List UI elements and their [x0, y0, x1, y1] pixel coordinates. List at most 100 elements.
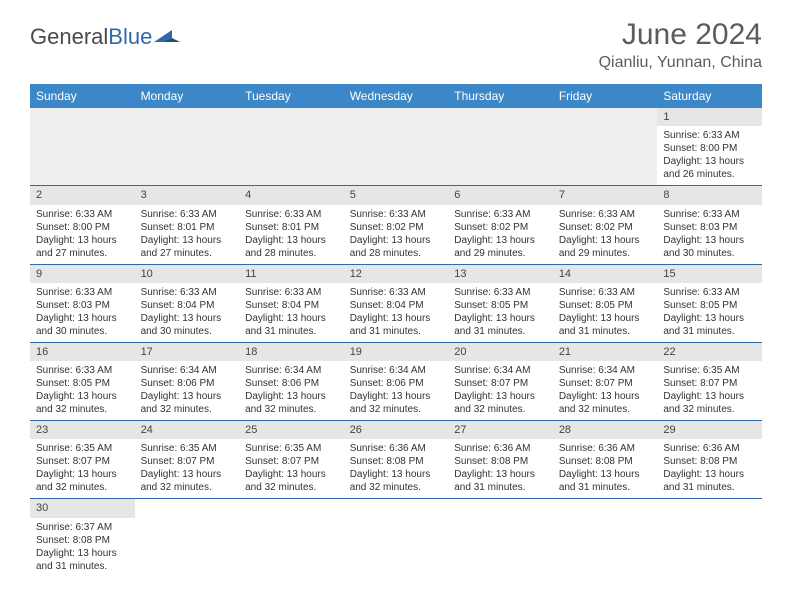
day-content: Sunrise: 6:33 AMSunset: 8:04 PMDaylight:… [239, 283, 344, 342]
day-number: 16 [30, 343, 135, 361]
daylight-line: Daylight: 13 hours and 27 minutes. [141, 234, 234, 260]
day-content: Sunrise: 6:33 AMSunset: 8:02 PMDaylight:… [448, 205, 553, 264]
sunset-line: Sunset: 8:00 PM [663, 142, 756, 155]
calendar-day-cell: 24Sunrise: 6:35 AMSunset: 8:07 PMDayligh… [135, 421, 240, 499]
daylight-line: Daylight: 13 hours and 31 minutes. [663, 468, 756, 494]
calendar-week-row: 16Sunrise: 6:33 AMSunset: 8:05 PMDayligh… [30, 342, 762, 420]
logo-text-general: General [30, 24, 108, 50]
day-number: 26 [344, 421, 449, 439]
calendar-day-cell: 8Sunrise: 6:33 AMSunset: 8:03 PMDaylight… [657, 186, 762, 264]
day-content: Sunrise: 6:34 AMSunset: 8:07 PMDaylight:… [553, 361, 658, 420]
day-content: Sunrise: 6:33 AMSunset: 8:03 PMDaylight:… [657, 205, 762, 264]
calendar-day-cell: 6Sunrise: 6:33 AMSunset: 8:02 PMDaylight… [448, 186, 553, 264]
calendar-day-cell: 21Sunrise: 6:34 AMSunset: 8:07 PMDayligh… [553, 342, 658, 420]
day-content: Sunrise: 6:33 AMSunset: 8:05 PMDaylight:… [657, 283, 762, 342]
day-content: Sunrise: 6:33 AMSunset: 8:04 PMDaylight:… [344, 283, 449, 342]
day-number: 27 [448, 421, 553, 439]
day-number: 9 [30, 265, 135, 283]
sunrise-line: Sunrise: 6:33 AM [559, 286, 652, 299]
day-number: 17 [135, 343, 240, 361]
calendar-day-cell: 13Sunrise: 6:33 AMSunset: 8:05 PMDayligh… [448, 264, 553, 342]
daylight-line: Daylight: 13 hours and 31 minutes. [454, 468, 547, 494]
day-content: Sunrise: 6:36 AMSunset: 8:08 PMDaylight:… [448, 439, 553, 498]
calendar-week-row: 23Sunrise: 6:35 AMSunset: 8:07 PMDayligh… [30, 421, 762, 499]
calendar-day-cell: 9Sunrise: 6:33 AMSunset: 8:03 PMDaylight… [30, 264, 135, 342]
weekday-header: Tuesday [239, 84, 344, 108]
day-number: 13 [448, 265, 553, 283]
calendar-day-cell: 29Sunrise: 6:36 AMSunset: 8:08 PMDayligh… [657, 421, 762, 499]
weekday-header: Thursday [448, 84, 553, 108]
calendar-day-cell: 19Sunrise: 6:34 AMSunset: 8:06 PMDayligh… [344, 342, 449, 420]
day-number: 3 [135, 186, 240, 204]
calendar-day-cell: 14Sunrise: 6:33 AMSunset: 8:05 PMDayligh… [553, 264, 658, 342]
calendar-day-cell: 7Sunrise: 6:33 AMSunset: 8:02 PMDaylight… [553, 186, 658, 264]
weekday-header-row: SundayMondayTuesdayWednesdayThursdayFrid… [30, 84, 762, 108]
sunrise-line: Sunrise: 6:33 AM [36, 286, 129, 299]
day-content: Sunrise: 6:36 AMSunset: 8:08 PMDaylight:… [657, 439, 762, 498]
calendar-day-cell: 15Sunrise: 6:33 AMSunset: 8:05 PMDayligh… [657, 264, 762, 342]
calendar-day-cell: 3Sunrise: 6:33 AMSunset: 8:01 PMDaylight… [135, 186, 240, 264]
sunset-line: Sunset: 8:06 PM [141, 377, 234, 390]
calendar-day-cell [239, 108, 344, 186]
calendar-day-cell [553, 108, 658, 186]
sunset-line: Sunset: 8:06 PM [350, 377, 443, 390]
daylight-line: Daylight: 13 hours and 31 minutes. [245, 312, 338, 338]
daylight-line: Daylight: 13 hours and 32 minutes. [350, 390, 443, 416]
day-number: 5 [344, 186, 449, 204]
calendar-day-cell: 20Sunrise: 6:34 AMSunset: 8:07 PMDayligh… [448, 342, 553, 420]
day-number: 29 [657, 421, 762, 439]
sunrise-line: Sunrise: 6:33 AM [36, 208, 129, 221]
calendar-day-cell: 4Sunrise: 6:33 AMSunset: 8:01 PMDaylight… [239, 186, 344, 264]
calendar-day-cell: 17Sunrise: 6:34 AMSunset: 8:06 PMDayligh… [135, 342, 240, 420]
day-content: Sunrise: 6:33 AMSunset: 8:00 PMDaylight:… [657, 126, 762, 185]
daylight-line: Daylight: 13 hours and 29 minutes. [454, 234, 547, 260]
day-number: 18 [239, 343, 344, 361]
day-number: 4 [239, 186, 344, 204]
sunset-line: Sunset: 8:05 PM [36, 377, 129, 390]
daylight-line: Daylight: 13 hours and 29 minutes. [559, 234, 652, 260]
calendar-table: SundayMondayTuesdayWednesdayThursdayFrid… [30, 84, 762, 577]
day-number: 12 [344, 265, 449, 283]
weekday-header: Sunday [30, 84, 135, 108]
calendar-day-cell [448, 108, 553, 186]
sunrise-line: Sunrise: 6:35 AM [36, 442, 129, 455]
calendar-day-cell [344, 108, 449, 186]
day-number: 24 [135, 421, 240, 439]
calendar-day-cell: 16Sunrise: 6:33 AMSunset: 8:05 PMDayligh… [30, 342, 135, 420]
location-label: Qianliu, Yunnan, China [599, 54, 762, 72]
sunset-line: Sunset: 8:01 PM [141, 221, 234, 234]
daylight-line: Daylight: 13 hours and 32 minutes. [559, 390, 652, 416]
calendar-day-cell: 12Sunrise: 6:33 AMSunset: 8:04 PMDayligh… [344, 264, 449, 342]
day-content: Sunrise: 6:33 AMSunset: 8:04 PMDaylight:… [135, 283, 240, 342]
sunset-line: Sunset: 8:08 PM [350, 455, 443, 468]
sunrise-line: Sunrise: 6:33 AM [454, 208, 547, 221]
day-number: 2 [30, 186, 135, 204]
day-content: Sunrise: 6:33 AMSunset: 8:05 PMDaylight:… [30, 361, 135, 420]
day-content: Sunrise: 6:33 AMSunset: 8:05 PMDaylight:… [448, 283, 553, 342]
day-content: Sunrise: 6:35 AMSunset: 8:07 PMDaylight:… [30, 439, 135, 498]
calendar-day-cell [344, 499, 449, 577]
day-content: Sunrise: 6:35 AMSunset: 8:07 PMDaylight:… [657, 361, 762, 420]
sunset-line: Sunset: 8:05 PM [559, 299, 652, 312]
sunrise-line: Sunrise: 6:34 AM [454, 364, 547, 377]
sunset-line: Sunset: 8:02 PM [454, 221, 547, 234]
day-content: Sunrise: 6:34 AMSunset: 8:07 PMDaylight:… [448, 361, 553, 420]
sunrise-line: Sunrise: 6:34 AM [559, 364, 652, 377]
calendar-day-cell: 18Sunrise: 6:34 AMSunset: 8:06 PMDayligh… [239, 342, 344, 420]
sunrise-line: Sunrise: 6:34 AM [141, 364, 234, 377]
daylight-line: Daylight: 13 hours and 31 minutes. [559, 468, 652, 494]
day-content: Sunrise: 6:33 AMSunset: 8:01 PMDaylight:… [135, 205, 240, 264]
sunset-line: Sunset: 8:07 PM [663, 377, 756, 390]
sunrise-line: Sunrise: 6:35 AM [245, 442, 338, 455]
day-content: Sunrise: 6:33 AMSunset: 8:05 PMDaylight:… [553, 283, 658, 342]
sunset-line: Sunset: 8:08 PM [663, 455, 756, 468]
calendar-day-cell: 26Sunrise: 6:36 AMSunset: 8:08 PMDayligh… [344, 421, 449, 499]
sunset-line: Sunset: 8:08 PM [36, 534, 129, 547]
weekday-header: Saturday [657, 84, 762, 108]
page-header: GeneralBlue June 2024 Qianliu, Yunnan, C… [30, 18, 762, 72]
sunrise-line: Sunrise: 6:37 AM [36, 521, 129, 534]
day-number: 20 [448, 343, 553, 361]
daylight-line: Daylight: 13 hours and 32 minutes. [36, 468, 129, 494]
daylight-line: Daylight: 13 hours and 30 minutes. [663, 234, 756, 260]
day-content: Sunrise: 6:34 AMSunset: 8:06 PMDaylight:… [135, 361, 240, 420]
